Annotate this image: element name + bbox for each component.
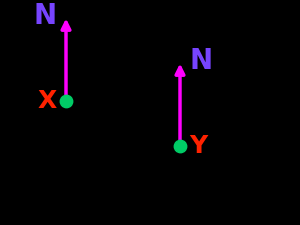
Text: N: N — [34, 2, 57, 30]
Text: N: N — [189, 47, 212, 75]
Text: X: X — [38, 89, 57, 113]
Text: Y: Y — [189, 134, 207, 158]
Point — [64, 99, 68, 103]
Point — [178, 144, 182, 148]
